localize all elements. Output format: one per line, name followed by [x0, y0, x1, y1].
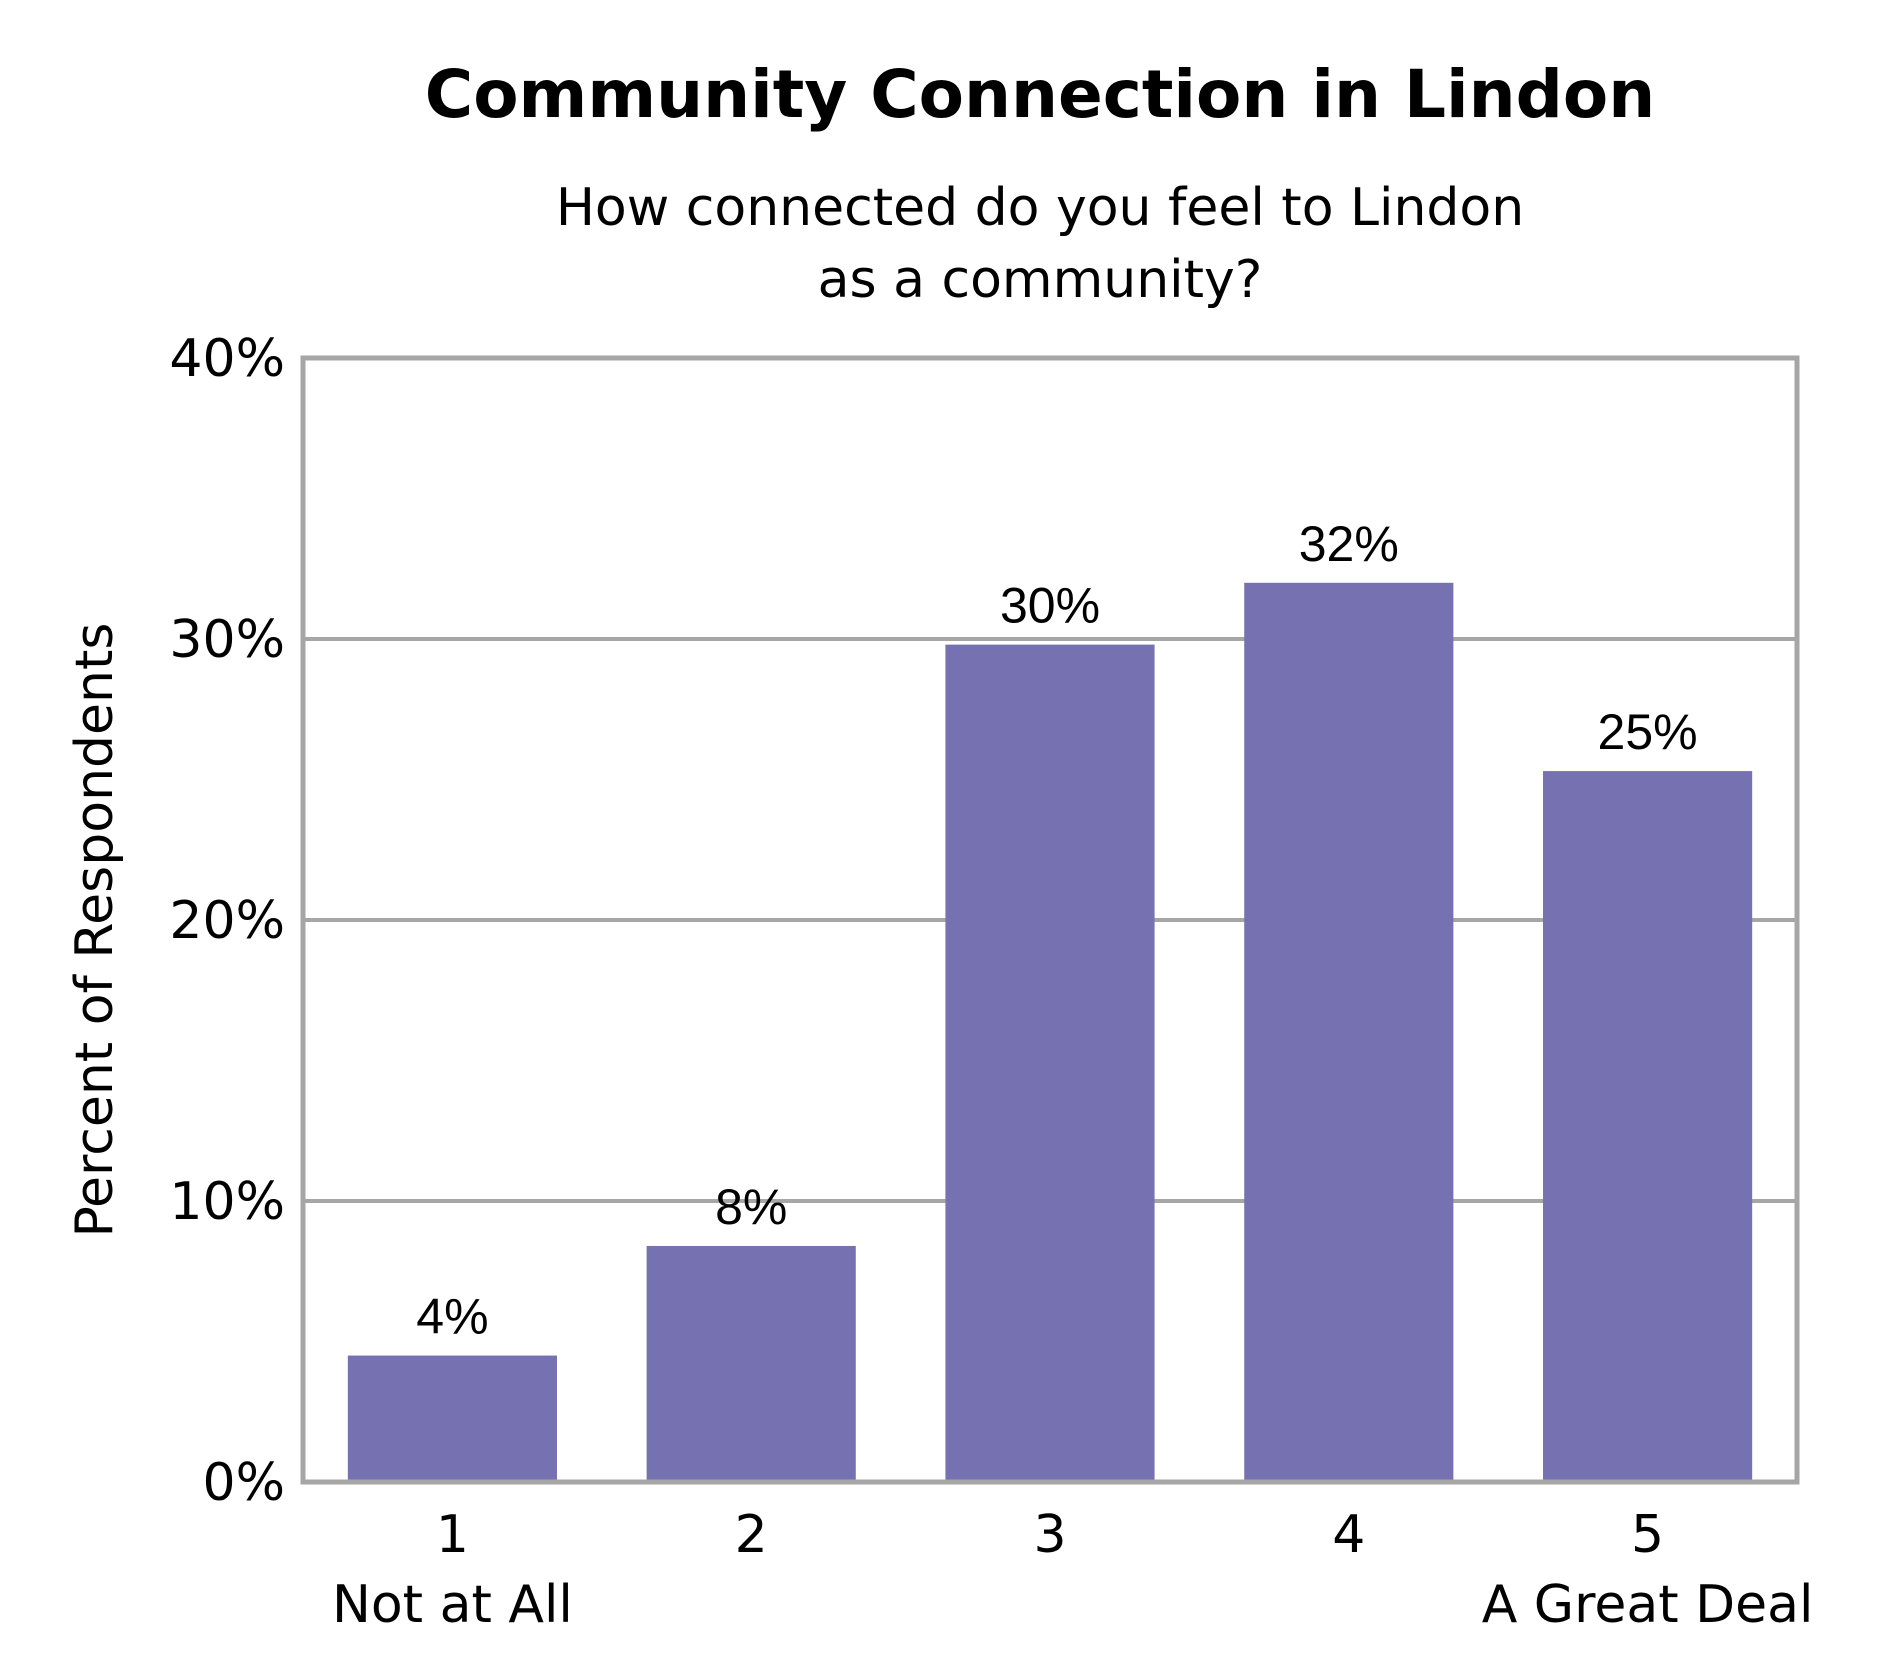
- x-tick-label-5: 5: [1631, 1505, 1664, 1565]
- data-label-2: 8%: [715, 1179, 787, 1235]
- y-tick-label-0: 0%: [203, 1453, 286, 1513]
- x-tick-label-1: 1: [436, 1505, 469, 1565]
- chart-subtitle-line-2: as a community?: [817, 250, 1263, 310]
- bar-2: [646, 1245, 856, 1482]
- data-label-3: 30%: [1000, 578, 1100, 634]
- bar-3: [945, 644, 1155, 1482]
- bar-1: [347, 1355, 557, 1482]
- chart-title: Community Connection in Lindon: [424, 56, 1656, 133]
- x-tick-sublabel-1: Not at All: [332, 1575, 573, 1635]
- y-tick-label-20: 20%: [169, 891, 285, 951]
- data-label-1: 4%: [416, 1289, 488, 1345]
- chart-subtitle-line-1: How connected do you feel to Lindon: [555, 178, 1525, 238]
- plot-frame: [300, 355, 1800, 1485]
- x-tick-label-2: 2: [735, 1505, 768, 1565]
- bar-5: [1543, 771, 1753, 1482]
- y-tick-label-40: 40%: [169, 329, 285, 389]
- x-tick-sublabel-5: A Great Deal: [1482, 1575, 1814, 1635]
- data-label-5: 25%: [1598, 704, 1698, 760]
- y-tick-label-10: 10%: [169, 1172, 285, 1232]
- y-tick-label-30: 30%: [169, 610, 285, 670]
- x-tick-label-4: 4: [1332, 1505, 1365, 1565]
- bar-4: [1244, 582, 1454, 1482]
- data-label-4: 32%: [1299, 516, 1399, 572]
- x-tick-label-3: 3: [1033, 1505, 1066, 1565]
